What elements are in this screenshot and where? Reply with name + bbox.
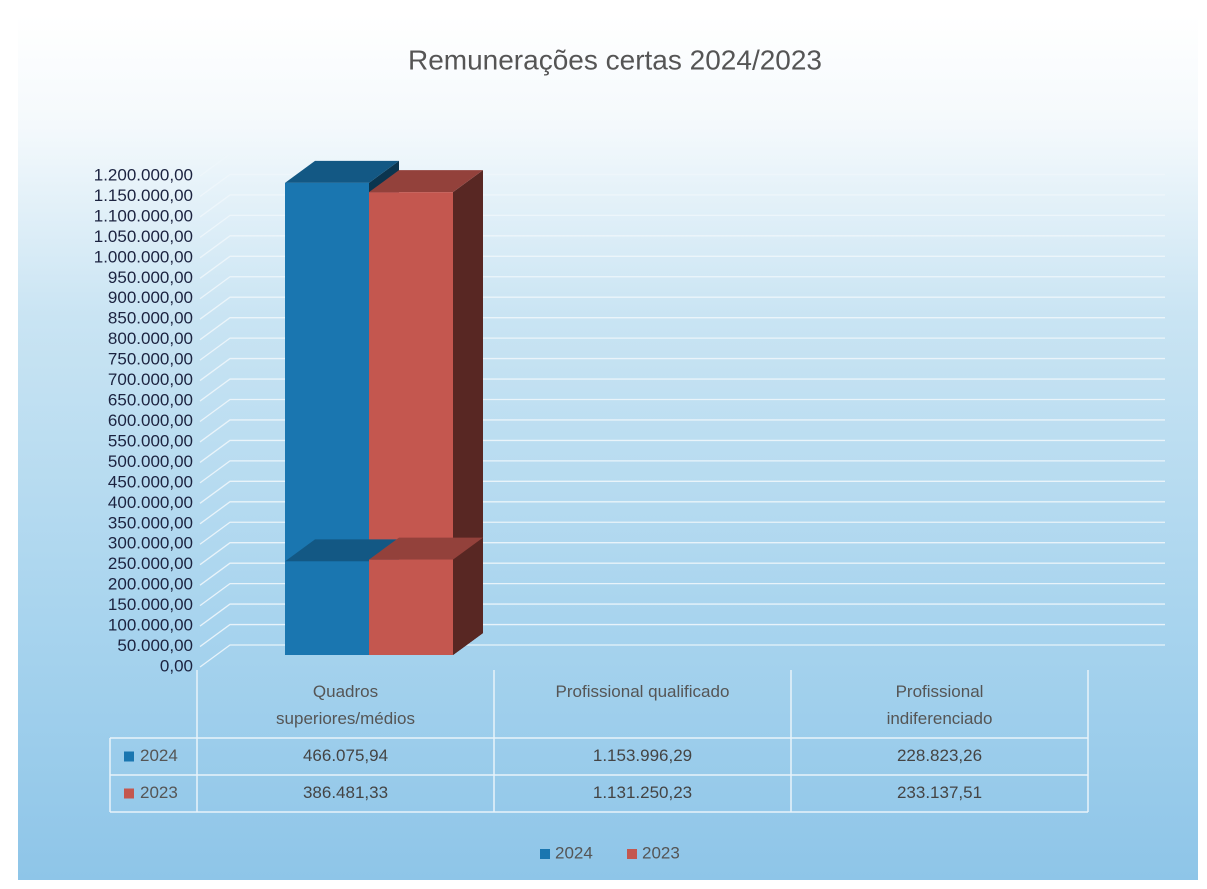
y-tick-label: 1.050.000,00 [94, 227, 193, 246]
table-value: 228.823,26 [897, 746, 982, 765]
bar-top [369, 537, 483, 560]
legend-label: 2023 [140, 783, 178, 802]
grid-line [199, 296, 1165, 320]
legend-label: 2024 [555, 843, 593, 862]
y-tick-label: 50.000,00 [117, 636, 193, 655]
bar-front [285, 561, 369, 655]
grid-line [199, 317, 1165, 341]
y-tick-label: 700.000,00 [108, 370, 193, 389]
grid-line [199, 357, 1165, 382]
y-tick-label: 650.000,00 [108, 391, 193, 410]
category-cell: Quadros superiores/médios [276, 682, 415, 728]
y-tick-label: 100.000,00 [108, 616, 193, 635]
x-tick-label: Profissional qualificado [555, 682, 730, 701]
y-tick-label: 950.000,00 [108, 268, 193, 287]
category-cell: Profissional indiferenciado [886, 682, 993, 728]
y-tick-label: 200.000,00 [108, 575, 193, 594]
grid-line [199, 235, 1165, 259]
bar-side [453, 537, 483, 655]
y-tick-label: 600.000,00 [108, 411, 193, 430]
grid-line [199, 501, 1165, 525]
grid-line [199, 460, 1165, 484]
y-tick-label: 1.000.000,00 [94, 247, 193, 266]
grid-line [199, 521, 1165, 545]
y-tick-label: 750.000,00 [108, 350, 193, 369]
y-tick-label: 500.000,00 [108, 452, 193, 471]
y-tick-label: 300.000,00 [108, 534, 193, 553]
y-tick-label: 150.000,00 [108, 595, 193, 614]
bar-top [285, 539, 399, 562]
table-value: 466.075,94 [303, 746, 388, 765]
grid-line [199, 419, 1165, 443]
y-tick-label: 400.000,00 [108, 493, 193, 512]
grid-line [199, 542, 1165, 566]
bar-top [285, 160, 399, 183]
x-tick-label: Quadros superiores/médios [276, 682, 415, 728]
grid-line [199, 173, 1165, 197]
category-cell: Profissional qualificado [555, 682, 730, 701]
grid-line [199, 214, 1165, 238]
y-tick-label: 250.000,00 [108, 554, 193, 573]
grid-line [199, 603, 1165, 627]
y-tick-label: 550.000,00 [108, 431, 193, 450]
grid-line [199, 378, 1165, 402]
grid-line [199, 439, 1165, 463]
y-tick-label: 1.200.000,00 [94, 165, 193, 184]
y-tick-label: 1.150.000,00 [94, 186, 193, 205]
grid-line [199, 337, 1165, 361]
grid-line [199, 255, 1165, 279]
bar-top [369, 170, 483, 193]
table-value: 233.137,51 [897, 783, 982, 802]
legend-swatch [540, 849, 550, 859]
legend-swatch [124, 751, 134, 762]
y-tick-label: 800.000,00 [108, 329, 193, 348]
grid-line [199, 276, 1165, 300]
grid-line [199, 644, 1165, 668]
legend-swatch [627, 849, 637, 859]
grid-line [199, 582, 1165, 607]
y-tick-label: 1.100.000,00 [94, 206, 193, 225]
table-value: 386.481,33 [303, 783, 388, 802]
grid-line [199, 398, 1165, 423]
x-tick-label: Profissional indiferenciado [886, 682, 993, 728]
chart-title: Remunerações certas 2024/2023 [408, 44, 822, 75]
y-tick-label: 350.000,00 [108, 513, 193, 532]
bar-side [453, 170, 483, 655]
table-value: 1.153.996,29 [593, 746, 692, 765]
chart-background [18, 14, 1198, 880]
y-tick-label: 0,00 [160, 656, 193, 675]
y-tick-label: 900.000,00 [108, 288, 193, 307]
legend-label: 2024 [140, 746, 178, 765]
grid-line [199, 480, 1165, 504]
grid-line [199, 623, 1165, 648]
grid-line [199, 194, 1165, 218]
grid-line [199, 562, 1165, 586]
grid-line [199, 153, 1165, 177]
legend-swatch [124, 788, 134, 799]
y-tick-label: 850.000,00 [108, 309, 193, 328]
table-value: 1.131.250,23 [593, 783, 692, 802]
legend-label: 2023 [642, 843, 680, 862]
bar [369, 537, 483, 655]
y-tick-label: 450.000,00 [108, 472, 193, 491]
bar-front [369, 559, 453, 655]
